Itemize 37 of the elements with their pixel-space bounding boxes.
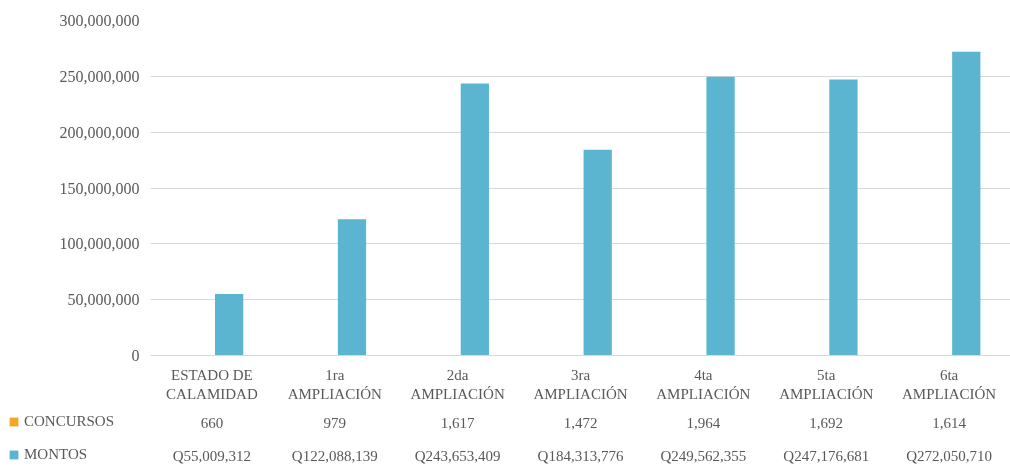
y-tick-label: 150,000,000 [59,179,140,197]
x-tick-label: 6ta AMPLIACIÓN [901,366,997,402]
data-label: 979 [323,414,347,431]
y-tick-label: 200,000,000 [59,123,140,141]
data-label: 1,692 [809,414,844,431]
y-tick-label: 50,000,000 [67,291,140,309]
x-tick-label: ESTADO DE CALAMIDAD [166,366,258,402]
data-label: Q247,176,681 [783,447,870,464]
data-label: Q243,653,409 [414,447,501,464]
data-label: 1,617 [440,414,476,431]
x-tick-label: 5ta AMPLIACIÓN [779,366,874,402]
data-label: Q55,009,312 [172,447,252,464]
bar [337,219,367,356]
data-label: Q184,313,776 [537,447,624,464]
y-tick-label: 0 [131,347,140,364]
bar [215,294,244,356]
x-tick-label: 3ra AMPLIACIÓN [533,366,628,402]
data-label: Q272,050,710 [906,447,992,464]
data-label: 1,614 [932,414,967,431]
bar [460,83,489,356]
legend-label: CONCURSOS [24,411,115,431]
y-tick-label: 100,000,000 [59,235,140,253]
x-tick-label: 2da AMPLIACIÓN [410,366,505,402]
x-tick-label: 4ta AMPLIACIÓN [656,366,751,402]
data-label: 1,964 [686,414,721,431]
data-label: Q122,088,139 [291,447,378,464]
x-tick-label: 1ra AMPLIACIÓN [287,366,383,402]
bar [706,76,735,356]
legend-label: MONTOS [24,444,88,464]
data-label: 1,472 [563,414,598,431]
y-tick-label: 250,000,000 [59,67,140,85]
data-label: Q249,562,355 [660,447,747,464]
bar [583,149,612,356]
data-label: 660 [200,414,224,431]
y-tick-label: 300,000,000 [59,12,140,29]
bar [952,51,981,356]
bar [829,79,858,356]
